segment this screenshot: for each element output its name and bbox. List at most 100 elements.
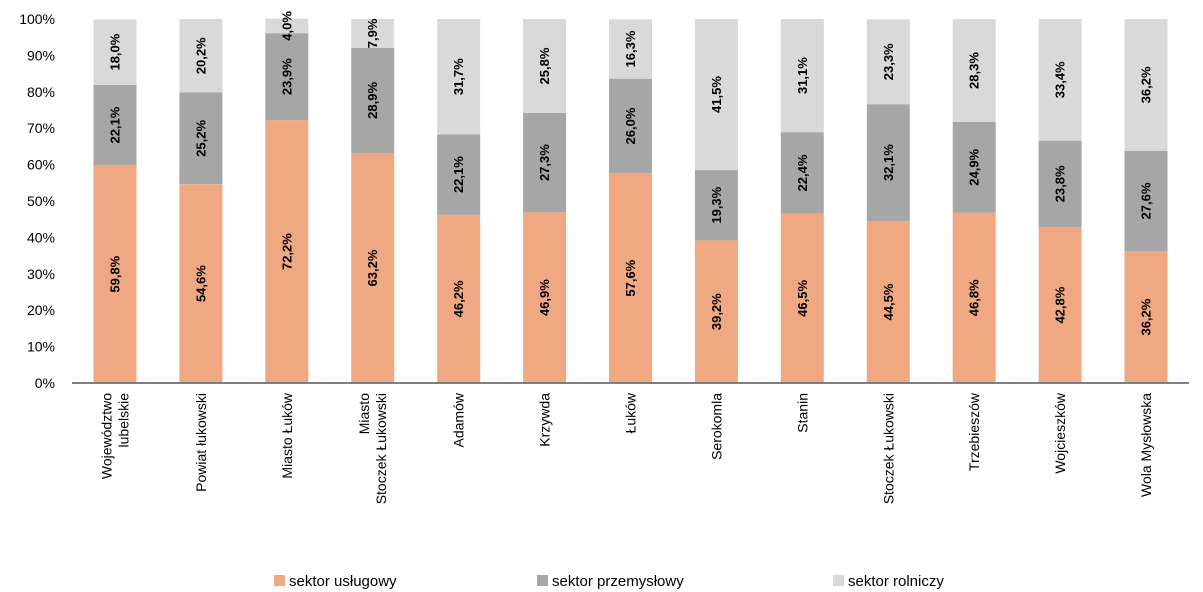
- bar-segment: [437, 134, 481, 215]
- bar-segment: [1038, 227, 1082, 383]
- legend: sektor usługowy sektor przemysłowy sektor …: [274, 573, 944, 590]
- bar-segment: [780, 19, 824, 133]
- y-tick-label: 50%: [27, 193, 55, 209]
- bar-segment: [179, 92, 223, 185]
- data-label: 7,9%: [365, 18, 380, 48]
- bar-segment: [952, 122, 996, 213]
- bar-segment: [437, 214, 481, 383]
- x-category-label: Wojcieszków: [1052, 392, 1068, 474]
- data-label: 59,8%: [108, 255, 123, 292]
- bar-segment: [1038, 19, 1082, 141]
- y-tick-label: 20%: [27, 302, 55, 318]
- legend-swatch: [274, 575, 285, 586]
- x-category-label: Trzebieszów: [966, 392, 982, 471]
- x-category-label: Wola Mysłowska: [1138, 393, 1154, 497]
- bar-segment: [179, 19, 223, 93]
- data-label: 39,2%: [709, 293, 724, 330]
- bar-segment: [609, 173, 652, 383]
- x-category-label: Krzywda: [537, 393, 553, 447]
- data-label: 20,2%: [193, 37, 208, 74]
- y-tick-label: 0%: [35, 375, 55, 391]
- data-label: 27,3%: [537, 144, 552, 181]
- x-category-label: Adamów: [451, 392, 467, 447]
- y-tick-label: 80%: [27, 84, 55, 100]
- data-label: 28,3%: [967, 52, 982, 89]
- x-category-label: Serokomla: [708, 393, 724, 460]
- bar-segment: [866, 104, 910, 221]
- bar-segment: [780, 213, 824, 383]
- category-labels: Województwo lubelskie Powiat łukowski Miast…: [99, 392, 1155, 504]
- bar-segment: [523, 212, 567, 383]
- data-label: 22,1%: [108, 106, 123, 143]
- y-tick-label: 30%: [27, 266, 55, 282]
- legend-label: sektor rolniczy: [848, 573, 944, 590]
- bar-segment: [351, 47, 395, 153]
- bar-segment: [351, 153, 395, 383]
- bar-segment: [1038, 140, 1082, 228]
- bar-segment: [437, 19, 481, 135]
- y-tick-label: 100%: [19, 11, 55, 27]
- y-tick-label: 70%: [27, 120, 55, 136]
- x-category-label: Miasto: [356, 393, 372, 434]
- data-label: 27,6%: [1139, 182, 1154, 219]
- y-tick-label: 90%: [27, 47, 55, 63]
- bar-segment: [93, 84, 137, 166]
- x-category-label: Stanin: [794, 393, 810, 433]
- y-tick-label: 40%: [27, 229, 55, 245]
- bar-segment: [780, 132, 824, 214]
- y-tick-label: 10%: [27, 339, 55, 355]
- data-label: 16,3%: [623, 30, 638, 67]
- bar-segment: [265, 18, 309, 34]
- bar-segment: [694, 19, 738, 171]
- data-label: 18,0%: [108, 33, 123, 70]
- x-category-label: Stoczek Łukowski: [373, 393, 389, 504]
- bar-segment: [351, 19, 395, 48]
- data-label: 31,1%: [795, 57, 810, 94]
- bar-segment: [265, 33, 309, 121]
- bar-segment: [609, 78, 652, 174]
- data-label: 25,8%: [537, 47, 552, 84]
- data-label: 24,9%: [967, 148, 982, 185]
- x-category-label: Miasto Łuków: [279, 392, 295, 478]
- data-label: 57,6%: [623, 259, 638, 296]
- y-tick-label: 60%: [27, 157, 55, 173]
- bar-segment: [1124, 251, 1168, 383]
- data-label: 72,2%: [279, 233, 294, 270]
- data-label: 46,8%: [967, 279, 982, 316]
- data-label: 36,2%: [1139, 66, 1154, 103]
- bar-segment: [1124, 19, 1168, 151]
- legend-label: sektor przemysłowy: [552, 573, 684, 590]
- data-label: 33,4%: [1053, 61, 1068, 98]
- bar-segment: [866, 221, 910, 383]
- x-category-label: Łuków: [623, 392, 639, 433]
- data-label: 23,8%: [1053, 165, 1068, 202]
- data-label: 22,4%: [795, 154, 810, 191]
- legend-label: sektor usługowy: [289, 573, 397, 590]
- bar-segment: [866, 19, 910, 105]
- data-label: 42,8%: [1053, 286, 1068, 323]
- data-label: 63,2%: [365, 249, 380, 286]
- bar-segment: [609, 19, 652, 79]
- data-label: 41,5%: [709, 76, 724, 113]
- x-category-label: Stoczek Łukowski: [880, 393, 896, 504]
- data-label: 25,2%: [193, 120, 208, 157]
- data-label: 23,9%: [279, 58, 294, 95]
- bar-segment: [694, 240, 738, 383]
- data-label: 46,5%: [795, 280, 810, 317]
- bar-segment: [952, 19, 996, 122]
- data-label: 32,1%: [881, 144, 896, 181]
- bar-segment: [265, 120, 309, 383]
- data-label: 23,3%: [881, 43, 896, 80]
- data-label: 46,9%: [537, 279, 552, 316]
- data-label: 22,1%: [451, 156, 466, 193]
- data-label: 4,0%: [279, 11, 294, 41]
- bar-segment: [523, 112, 567, 213]
- bar-segment: [1124, 150, 1168, 252]
- bar-segment: [523, 19, 567, 113]
- data-label: 19,3%: [709, 186, 724, 223]
- x-category-label: Województwo: [99, 393, 115, 479]
- legend-swatch: [833, 575, 844, 586]
- bar-segment: [694, 170, 738, 241]
- data-label: 46,2%: [451, 280, 466, 317]
